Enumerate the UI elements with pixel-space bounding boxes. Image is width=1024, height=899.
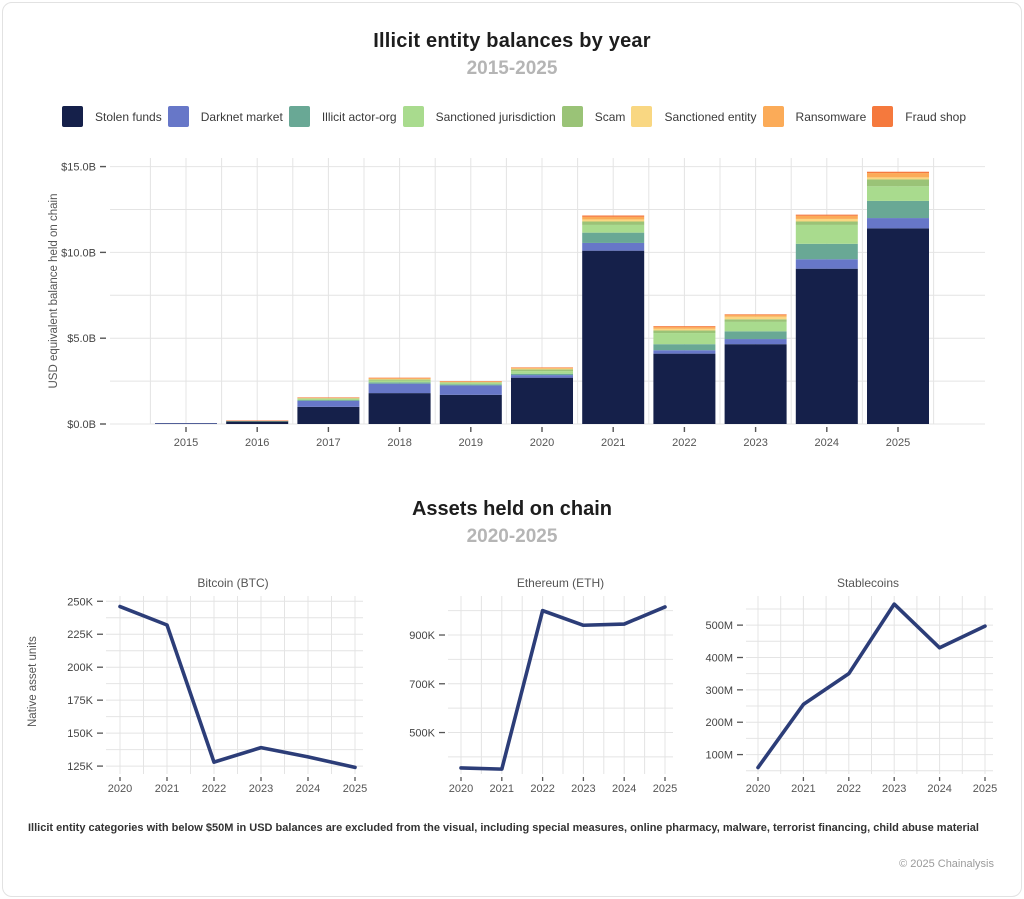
legend-label: Sanctioned entity — [664, 109, 757, 124]
svg-text:150K: 150K — [67, 728, 93, 740]
svg-text:2021: 2021 — [791, 783, 815, 795]
legend-swatch — [288, 106, 310, 127]
svg-text:2022: 2022 — [202, 783, 226, 795]
svg-text:100M: 100M — [705, 750, 733, 762]
svg-text:2025: 2025 — [886, 437, 910, 449]
svg-text:2015: 2015 — [174, 437, 198, 449]
assets-section-subtitle: 2020-2025 — [466, 526, 558, 547]
native-asset-units-axis-label: Native asset units — [27, 636, 39, 728]
svg-text:$5.0B: $5.0B — [67, 333, 96, 345]
legend-label: Scam — [594, 109, 626, 124]
legend-swatch — [402, 106, 424, 127]
svg-text:2022: 2022 — [530, 783, 554, 795]
bitcoin-line-chart: 125K 150K 175K 200K 225K 250K 2020 2021 2022 2023… — [67, 596, 367, 795]
svg-text:2016: 2016 — [245, 437, 269, 449]
svg-text:250K: 250K — [67, 596, 93, 608]
svg-text:$15.0B: $15.0B — [61, 162, 96, 174]
legend-swatch — [561, 106, 583, 127]
svg-text:200K: 200K — [67, 662, 93, 674]
svg-text:300M: 300M — [705, 685, 733, 697]
legend-item-sanctioned-jurisdiction: Sanctioned jurisdiction — [402, 106, 556, 127]
svg-text:2020: 2020 — [746, 783, 770, 795]
svg-text:2023: 2023 — [743, 437, 767, 449]
svg-text:900K: 900K — [409, 630, 435, 642]
legend-item-stolen-funds: Stolen funds — [62, 106, 162, 127]
exclusion-footnote: Illicit entity categories with below $50… — [28, 822, 979, 834]
legend-swatch — [631, 106, 653, 127]
assets-section-title: Assets held on chain — [411, 498, 613, 520]
svg-text:2019: 2019 — [459, 437, 483, 449]
svg-text:500M: 500M — [705, 620, 733, 632]
bitcoin-chart-title: Bitcoin (BTC) — [197, 576, 269, 590]
ethereum-chart: Ethereum (ETH) 500K 700K 900K 2020 2021 2022 2… — [403, 576, 678, 807]
svg-text:400M: 400M — [705, 652, 733, 664]
legend-label: Illicit actor-org — [321, 109, 397, 124]
svg-text:2018: 2018 — [387, 437, 411, 449]
illicit-balances-stacked-bar-chart: $0.0B $5.0B $10.0B $15.0B 2015 2016 2017 2018 20… — [48, 158, 985, 449]
svg-text:175K: 175K — [67, 695, 93, 707]
legend-swatch — [62, 106, 83, 127]
svg-text:500K: 500K — [409, 728, 435, 740]
stablecoins-line-chart: 100M 200M 300M 400M 500M 2020 2021 2022 2023 2024… — [705, 596, 997, 795]
svg-text:USD equivalent balance held on: USD equivalent balance held on chain — [48, 194, 60, 389]
svg-text:2017: 2017 — [316, 437, 340, 449]
bitcoin-chart: Bitcoin (BTC) 125K 150K 175K 200K 225K 250K 20… — [58, 576, 368, 807]
svg-text:2023: 2023 — [882, 783, 906, 795]
page-title: Illicit entity balances by year — [373, 30, 651, 52]
svg-text:2022: 2022 — [672, 437, 696, 449]
stablecoins-chart-title: Stablecoins — [836, 576, 900, 590]
svg-text:2025: 2025 — [973, 783, 997, 795]
legend-item-illicit-actor-org: Illicit actor-org — [288, 106, 397, 127]
legend-item-fraud-shop: Fraud shop — [872, 106, 966, 127]
svg-text:2025: 2025 — [653, 783, 677, 795]
legend-item-darknet-market: Darknet market — [167, 106, 283, 127]
legend-swatch — [762, 106, 784, 127]
svg-text:2024: 2024 — [612, 783, 636, 795]
ethereum-line-chart: 500K 700K 900K 2020 2021 2022 2023 2024 2025 — [409, 596, 677, 795]
legend: Stolen funds Darknet market Illicit actor-… — [62, 106, 966, 127]
ethereum-chart-title: Ethereum (ETH) — [516, 576, 605, 590]
legend-label: Stolen funds — [95, 109, 162, 124]
stablecoins-chart: Stablecoins 100M 200M 300M 400M 500M 2020 2021… — [698, 576, 998, 807]
svg-text:2023: 2023 — [571, 783, 595, 795]
svg-text:2024: 2024 — [927, 783, 951, 795]
legend-swatch — [167, 106, 189, 127]
svg-text:$0.0B: $0.0B — [67, 419, 96, 431]
svg-text:2023: 2023 — [249, 783, 273, 795]
legend-label: Sanctioned jurisdiction — [435, 109, 556, 124]
svg-text:2021: 2021 — [155, 783, 179, 795]
svg-text:2020: 2020 — [449, 783, 473, 795]
legend-label: Fraud shop — [905, 109, 966, 124]
svg-text:700K: 700K — [409, 679, 435, 691]
legend-label: Ransomware — [795, 109, 867, 124]
svg-text:2024: 2024 — [296, 783, 320, 795]
svg-text:2022: 2022 — [837, 783, 861, 795]
svg-text:200M: 200M — [705, 717, 733, 729]
svg-text:2024: 2024 — [815, 437, 839, 449]
svg-text:125K: 125K — [67, 761, 93, 773]
asset-charts-row: Native asset units Bitcoin (BTC) 125K 150… — [20, 576, 998, 807]
svg-text:2021: 2021 — [490, 783, 514, 795]
legend-item-ransomware: Ransomware — [762, 106, 867, 127]
svg-text:$10.0B: $10.0B — [61, 247, 96, 259]
svg-text:2020: 2020 — [530, 437, 554, 449]
legend-item-sanctioned-entity: Sanctioned entity — [631, 106, 757, 127]
legend-label: Darknet market — [200, 109, 283, 124]
page-subtitle: 2015-2025 — [466, 58, 558, 79]
copyright-notice: © 2025 Chainalysis — [899, 858, 994, 870]
legend-item-scam: Scam — [561, 106, 626, 127]
legend-swatch — [872, 106, 894, 127]
svg-text:2025: 2025 — [343, 783, 367, 795]
svg-text:2021: 2021 — [601, 437, 625, 449]
svg-text:225K: 225K — [67, 629, 93, 641]
svg-text:2020: 2020 — [108, 783, 132, 795]
